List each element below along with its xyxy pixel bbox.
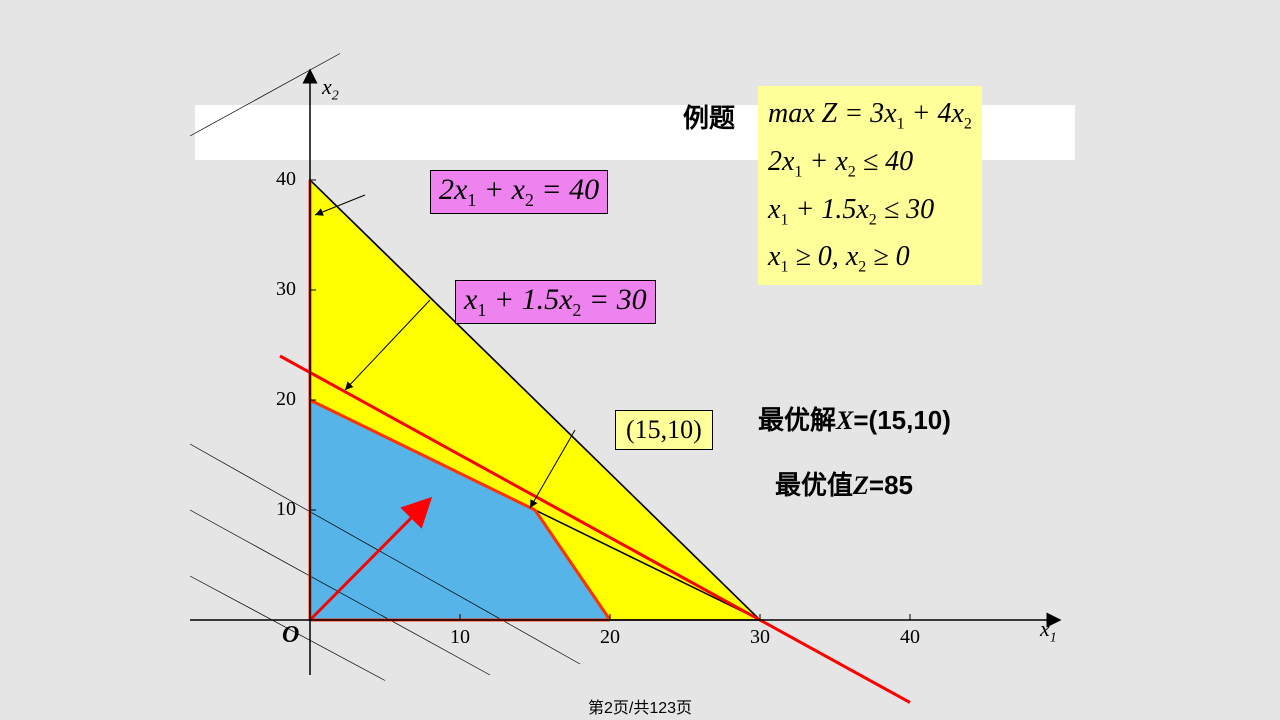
optimal-value-text: 最优值Z=85 (775, 465, 913, 502)
constraint1-label: 2x1 + x2 = 40 (430, 170, 608, 214)
page-indicator: 第2页/共123页 (588, 694, 692, 718)
constraint2-label: x1 + 1.5x2 = 30 (455, 280, 656, 324)
example-title: 例题 (683, 98, 735, 135)
lp-chart (0, 0, 1280, 720)
optimal-solution-text: 最优解X=(15,10) (758, 400, 951, 437)
problem-statement: max Z = 3x1 + 4x2 2x1 + x2 ≤ 40 x1 + 1.5… (758, 86, 982, 285)
optimal-point-label: (15,10) (615, 410, 713, 450)
